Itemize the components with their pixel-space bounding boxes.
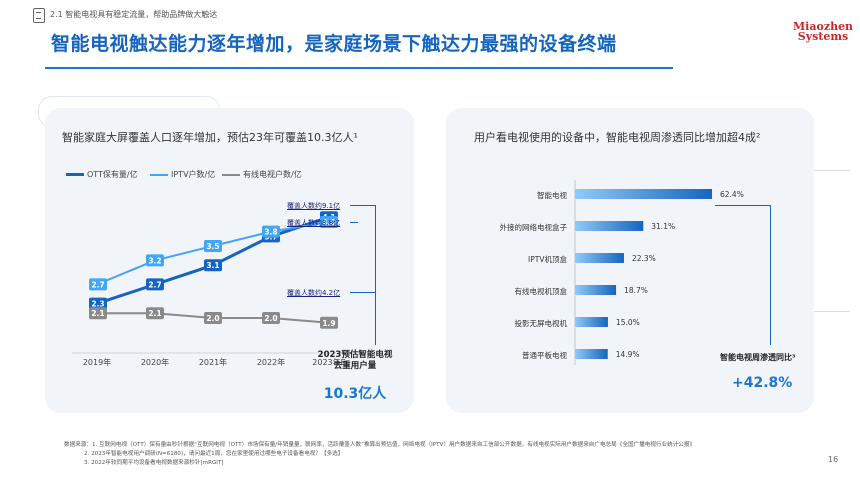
legend-ott-swatch xyxy=(66,173,84,176)
data-label: 2.1 xyxy=(91,309,104,318)
bar xyxy=(575,189,712,199)
bar xyxy=(575,253,624,263)
data-label-box xyxy=(146,307,164,320)
bar-category-label: IPTV机顶盒 xyxy=(528,254,567,264)
data-label-box xyxy=(204,259,222,272)
bar-category-label: 外接的网络电视盒子 xyxy=(500,222,568,232)
data-label: 2.3 xyxy=(91,300,104,309)
line-chart: 2019年2020年2021年2022年2023年E2.32.73.13.74.… xyxy=(72,211,357,367)
bar-value-label: 14.9% xyxy=(616,350,640,359)
bar xyxy=(575,317,608,327)
data-label: 2.7 xyxy=(91,280,104,289)
x-tick-label: 2023年E xyxy=(312,357,345,367)
bar-value-label: 62.4% xyxy=(720,190,744,199)
bar xyxy=(575,221,644,231)
bracket-bottom xyxy=(350,292,376,293)
section-icon xyxy=(33,8,45,23)
left-panel xyxy=(45,108,414,413)
series-line-1 xyxy=(96,221,330,286)
legend-cable-label: 有线电视户数/亿 xyxy=(243,170,302,179)
section-label: 2.1 智能电视具有稳定流量，帮助品牌做大触达 xyxy=(50,10,218,19)
data-label-box xyxy=(204,312,222,324)
legend-iptv: IPTV户数/亿 xyxy=(150,169,215,180)
annotation-ott: 覆盖人数约9.1亿 xyxy=(287,202,341,210)
right-callout-value: +42.8% xyxy=(732,375,793,391)
legend-iptv-swatch xyxy=(150,173,168,176)
bar-value-label: 31.1% xyxy=(651,222,675,231)
data-label: 4.0 xyxy=(322,218,335,227)
left-panel-title: 智能家庭大屏覆盖人口逐年增加，预估23年可覆盖10.3亿人¹ xyxy=(62,131,358,144)
data-label: 2.7 xyxy=(148,280,161,289)
footnote-2: 2. 2023年智能电视用户调研(N=6180)，请问最近1周，您在家里使用过哪… xyxy=(84,451,344,457)
bracket-vertical xyxy=(375,205,376,345)
data-label-box xyxy=(89,278,107,291)
legend-ott-label: OTT保有量/亿 xyxy=(87,170,138,179)
data-label-box xyxy=(320,316,338,329)
bar-category-label: 智能电视 xyxy=(537,190,567,200)
legend-cable: 有线电视户数/亿 xyxy=(222,169,302,180)
legend-iptv-label: IPTV户数/亿 xyxy=(171,170,216,179)
data-label: 3.5 xyxy=(206,242,219,251)
logo-line1: Miaozhen xyxy=(793,20,854,33)
data-label: 3.8 xyxy=(264,228,277,237)
legend-ott: OTT保有量/亿 xyxy=(66,169,138,180)
data-label-box xyxy=(204,240,222,252)
bar-category-label: 投影无屏电视机 xyxy=(515,318,568,328)
callout-label-line2: 去重用户量 xyxy=(333,361,377,371)
callout-label-line1: 2023预估智能电视 xyxy=(317,350,393,360)
bar-value-label: 22.3% xyxy=(632,254,656,263)
annotation-iptv: 覆盖人数约8.8亿 xyxy=(287,219,341,227)
title-underline xyxy=(45,67,673,69)
x-tick-label: 2020年 xyxy=(141,357,169,367)
legend-cable-swatch xyxy=(222,173,240,176)
miaozhen-logo: Miaozhen Systems xyxy=(793,20,854,43)
data-label: 3.2 xyxy=(148,256,161,265)
right-panel-title: 用户看电视使用的设备中，智能电视周渗透同比增加超4成² xyxy=(474,131,761,144)
data-label: 2.1 xyxy=(148,309,161,318)
data-label: 1.9 xyxy=(322,319,335,328)
logo-line2: Systems xyxy=(797,30,849,43)
data-label: 3.1 xyxy=(206,261,219,270)
callout-value: 10.3亿人 xyxy=(323,386,387,402)
bar-category-label: 有线电视机顶盒 xyxy=(515,286,568,296)
callout-label: 2023预估智能电视 去重用户量 xyxy=(300,350,410,372)
footnote-3: 3. 2022年较同期平均设备看电视数据来源秒针[mRGIT] xyxy=(84,460,224,466)
page-title: 智能电视触达能力逐年增加，是家庭场景下触达力最强的设备终端 xyxy=(51,33,617,55)
data-label-box xyxy=(89,307,107,320)
page-number: 16 xyxy=(828,455,839,464)
annotation-cable: 覆盖人数约4.2亿 xyxy=(287,289,341,297)
x-tick-label: 2022年 xyxy=(257,357,285,367)
bar xyxy=(575,349,608,359)
right-bracket-top xyxy=(715,205,771,206)
data-label-box xyxy=(320,216,338,228)
data-label-box xyxy=(146,254,164,267)
bracket-top xyxy=(350,205,376,206)
right-bracket-vertical xyxy=(770,205,771,345)
bar-value-label: 18.7% xyxy=(624,286,648,295)
bar-value-label: 15.0% xyxy=(616,318,640,327)
data-label-box xyxy=(262,312,280,324)
footnote-1: 数据来源：1. 互联网电视（OTT）保有量由秒针根据“互联网电视（OTT）市场保… xyxy=(64,442,696,448)
bar-chart: 智能电视 62.4% 外接的网络电视盒子 31.1% IPTV机顶盒 22.3% 有线电视机… xyxy=(500,180,744,365)
data-label-box xyxy=(262,225,280,238)
data-label-box xyxy=(146,278,164,291)
right-panel xyxy=(446,108,814,413)
data-label: 2.0 xyxy=(206,314,219,323)
right-callout-label: 智能电视周渗透同比³ xyxy=(720,353,796,362)
bar xyxy=(575,285,617,295)
data-label: 2.0 xyxy=(264,314,277,323)
bracket-mid xyxy=(350,222,358,223)
x-tick-label: 2019年 xyxy=(83,357,111,367)
bar-category-label: 普通平板电视 xyxy=(522,350,567,360)
x-tick-label: 2021年 xyxy=(199,357,227,367)
data-label-box xyxy=(89,297,107,310)
